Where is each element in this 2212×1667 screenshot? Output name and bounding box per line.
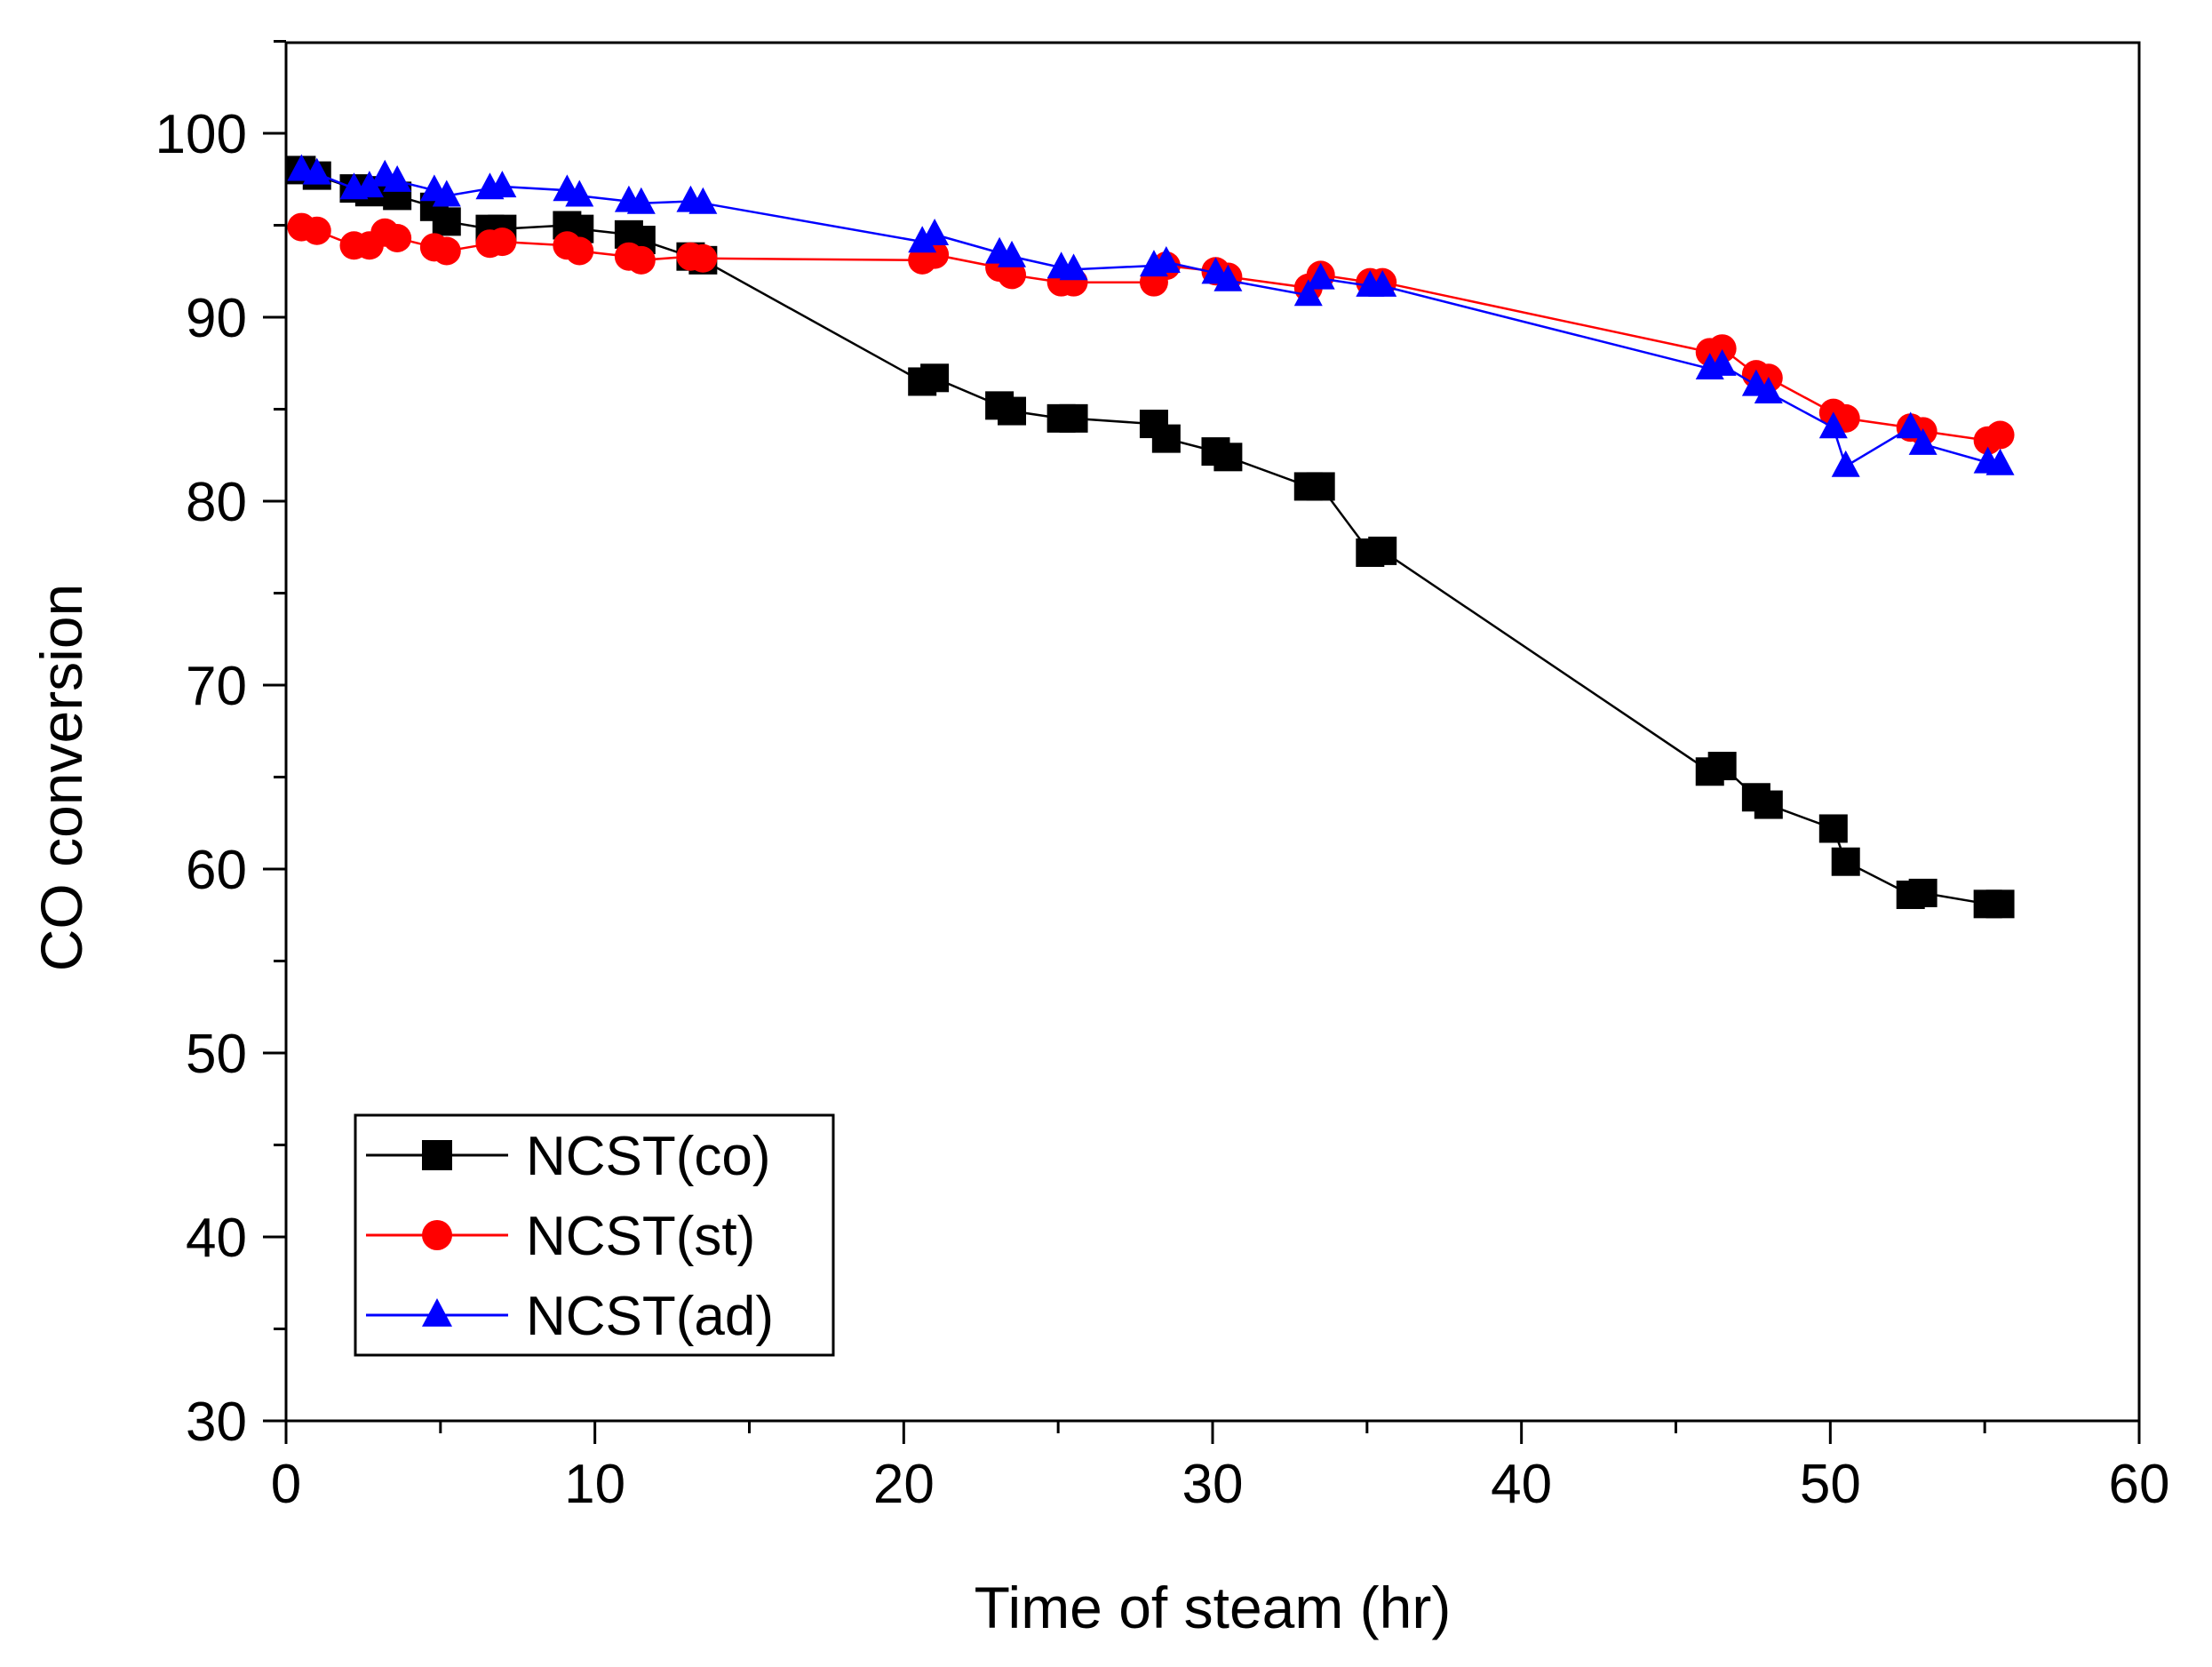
data-point-NCST(st)-7: [432, 236, 461, 266]
data-point-NCST(co)-39: [1985, 889, 2015, 919]
data-point-NCST(ad)-16: [908, 226, 937, 253]
data-point-NCST(co)-23: [1151, 424, 1181, 453]
data-point-NCST(ad)-31: [1707, 348, 1737, 376]
data-point-NCST(co)-25: [1213, 443, 1243, 472]
data-point-NCST(ad)-15: [688, 187, 718, 214]
data-point-NCST(ad)-5: [383, 164, 412, 192]
data-point-NCST(st)-19: [998, 260, 1027, 290]
y-tick-label-50: 50: [186, 1024, 247, 1085]
data-point-NCST(co)-35: [1831, 847, 1860, 876]
y-tick-label-30: 30: [186, 1392, 247, 1453]
legend: NCST(co) NCST(st) NCST(ad): [354, 1113, 835, 1357]
x-tick-label-50: 50: [1800, 1454, 1861, 1515]
y-tick-label-40: 40: [186, 1208, 247, 1269]
data-point-NCST(ad)-25: [1213, 264, 1243, 291]
data-point-NCST(ad)-27: [1306, 262, 1335, 290]
data-point-NCST(ad)-26: [1293, 279, 1323, 307]
data-point-NCST(ad)-1: [302, 157, 331, 185]
legend-marker-NCST(st): [422, 1220, 452, 1250]
data-point-NCST(st)-1: [302, 216, 331, 245]
data-point-NCST(ad)-36: [1896, 411, 1925, 439]
y-tick-label-60: 60: [186, 840, 247, 901]
y-tick-label-100: 100: [155, 104, 247, 165]
series-layer: [287, 154, 2015, 919]
data-point-NCST(co)-34: [1818, 814, 1848, 843]
legend-entries: NCST(co) NCST(st) NCST(ad): [366, 1126, 774, 1347]
data-point-NCST(st)-15: [688, 243, 718, 273]
x-tick-label-0: 0: [271, 1454, 301, 1515]
x-tick-label-20: 20: [873, 1454, 935, 1515]
data-point-NCST(co)-31: [1707, 752, 1737, 781]
data-point-NCST(co)-29: [1368, 536, 1397, 565]
data-point-NCST(ad)-17: [920, 218, 950, 245]
x-axis-ticks: 0 10 20 30 40 50 60: [271, 1421, 2170, 1515]
data-point-NCST(co)-21: [1059, 403, 1088, 433]
data-point-NCST(st)-9: [488, 227, 517, 257]
data-point-NCST(st)-5: [383, 223, 412, 252]
data-point-NCST(ad)-29: [1368, 269, 1397, 297]
data-point-NCST(co)-7: [432, 207, 461, 236]
legend-label-NCST(st): NCST(st): [526, 1206, 755, 1267]
x-tick-label-10: 10: [564, 1454, 625, 1515]
legend-label-NCST(ad): NCST(ad): [526, 1286, 774, 1347]
data-point-NCST(co)-37: [1908, 878, 1937, 907]
y-axis-label: CO conversion: [28, 584, 94, 972]
data-point-NCST(ad)-23: [1151, 246, 1181, 273]
data-point-NCST(ad)-13: [626, 187, 656, 214]
data-point-NCST(co)-17: [920, 363, 950, 393]
data-point-NCST(st)-11: [565, 236, 594, 266]
data-point-NCST(st)-13: [626, 245, 656, 275]
x-tick-label-60: 60: [2109, 1454, 2170, 1515]
y-tick-label-80: 80: [186, 472, 247, 533]
data-point-NCST(ad)-19: [998, 240, 1027, 267]
data-point-NCST(ad)-7: [432, 179, 461, 207]
legend-label-NCST(co): NCST(co): [526, 1126, 771, 1187]
x-tick-label-30: 30: [1182, 1454, 1244, 1515]
series-NCST(ad): [287, 154, 2015, 477]
data-point-NCST(ad)-9: [488, 171, 517, 198]
y-axis-ticks: 30 40 50 60 70 80 90 100: [155, 104, 286, 1453]
x-tick-label-40: 40: [1491, 1454, 1552, 1515]
data-point-NCST(ad)-3: [354, 171, 384, 198]
data-point-NCST(ad)-21: [1059, 253, 1088, 281]
data-point-NCST(ad)-33: [1754, 377, 1783, 403]
data-point-NCST(ad)-11: [565, 179, 594, 207]
data-point-NCST(ad)-34: [1818, 411, 1848, 439]
y-tick-label-70: 70: [186, 656, 247, 717]
data-point-NCST(st)-31: [1707, 334, 1737, 363]
data-point-NCST(co)-33: [1754, 790, 1783, 819]
data-point-NCST(co)-27: [1306, 472, 1335, 501]
data-point-NCST(st)-39: [1985, 420, 2015, 450]
data-point-NCST(ad)-39: [1985, 448, 2015, 475]
legend-marker-NCST(ad): [422, 1298, 452, 1327]
x-axis-label: Time of steam (hr): [975, 1575, 1452, 1640]
y-tick-label-90: 90: [186, 288, 247, 349]
legend-marker-NCST(co): [422, 1140, 452, 1170]
data-point-NCST(co)-19: [998, 396, 1027, 426]
data-point-NCST(ad)-35: [1831, 450, 1860, 477]
data-point-NCST(ad)-37: [1908, 427, 1937, 455]
minor-tick-group: [274, 40, 1986, 1433]
